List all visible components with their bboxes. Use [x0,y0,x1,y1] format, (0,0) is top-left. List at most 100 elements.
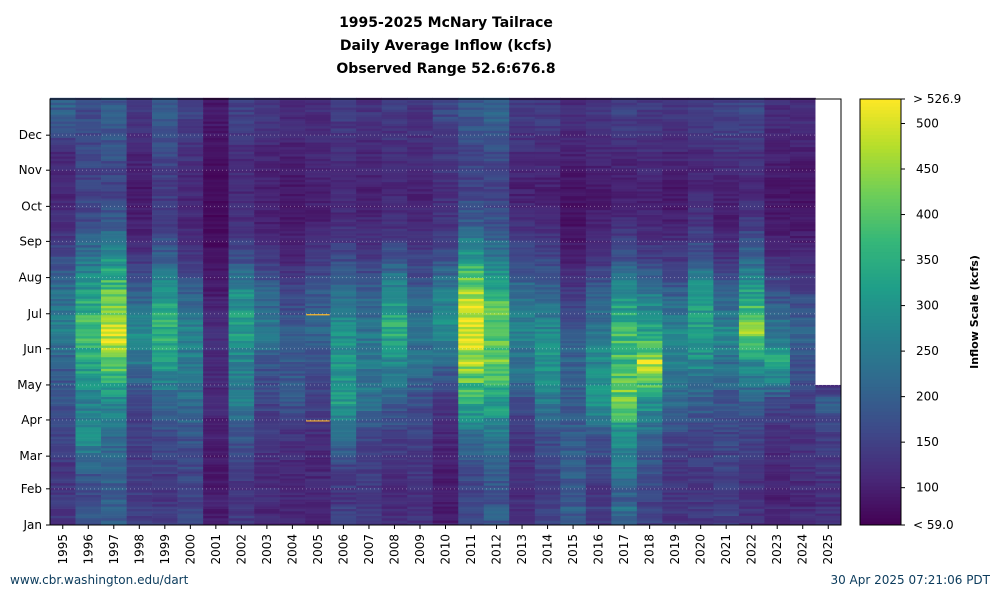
heatmap-cell [432,356,459,360]
heatmap-cell [738,417,765,421]
heatmap-cell [177,275,204,278]
heatmap-cell [177,132,204,136]
heatmap-cell [330,279,357,283]
heatmap-cell [458,447,485,451]
heatmap-cell [713,167,740,171]
heatmap-cell [330,235,357,239]
heatmap-cell [611,333,638,337]
heatmap-cell [509,518,536,521]
heatmap-cell [203,247,229,250]
heatmap-cell [432,198,459,201]
heatmap-cell [432,342,459,346]
heatmap-cell [432,228,459,232]
heatmap-cell [458,125,485,129]
heatmap-cell [432,305,459,309]
heatmap-cell [483,202,510,206]
heatmap-cell [432,240,459,243]
heatmap-cell [381,356,408,360]
heatmap-cell [713,146,740,150]
heatmap-cell [560,226,587,229]
heatmap-cell [50,473,76,477]
heatmap-cell [152,314,178,318]
heatmap-cell [356,312,383,316]
heatmap-cell [305,282,331,285]
heatmap-cell [585,216,612,220]
heatmap-cell [126,317,153,320]
heatmap-cell [585,212,612,215]
heatmap-cell [228,503,255,507]
heatmap-cell [381,298,408,302]
heatmap-cell [254,396,280,400]
heatmap-cell [152,473,178,477]
heatmap-cell [101,405,127,409]
heatmap-cell [738,492,765,495]
heatmap-cell [534,342,561,346]
heatmap-cell [687,205,714,208]
heatmap-cell [662,114,689,117]
heatmap-cell [662,370,689,374]
heatmap-cell [356,300,383,304]
heatmap-cell [687,289,714,292]
heatmap-cell [636,116,663,120]
heatmap-cell [305,219,331,222]
heatmap-cell [713,293,740,297]
heatmap-cell [458,354,485,358]
heatmap-cell [432,454,459,458]
heatmap-cell [305,174,331,178]
heatmap-cell [126,494,153,498]
heatmap-cell [356,431,383,435]
heatmap-cell [713,501,740,505]
heatmap-cell [126,314,153,318]
heatmap-cell [254,174,280,178]
heatmap-cell [101,426,127,430]
heatmap-cell [407,198,434,201]
heatmap-cell [381,424,408,428]
heatmap-cell [687,198,714,201]
heatmap-cell [254,163,280,166]
heatmap-cell [75,513,102,516]
heatmap-cell [228,454,255,458]
heatmap-cell [687,506,714,509]
heatmap-cell [407,391,434,395]
heatmap-cell [177,417,204,421]
heatmap-cell [126,349,153,353]
heatmap-cell [177,377,204,381]
heatmap-cell [305,261,331,264]
heatmap-cell [203,354,229,358]
heatmap-cell [687,277,714,281]
heatmap-cell [152,335,178,339]
heatmap-cell [611,466,638,470]
heatmap-cell [458,496,485,500]
heatmap-cell [509,464,536,467]
heatmap-cell [458,473,485,477]
heatmap-cell [203,303,229,306]
heatmap-cell [101,489,127,493]
heatmap-cell [713,317,740,320]
heatmap-cell [254,130,280,134]
heatmap-cell [662,149,689,152]
heatmap-cell [381,149,408,152]
heatmap-cell [177,454,204,458]
heatmap-cell [356,130,383,134]
heatmap-cell [407,489,434,493]
heatmap-cell [177,457,204,460]
heatmap-cell [228,408,255,411]
heatmap-cell [254,394,280,397]
heatmap-cell [279,328,306,332]
heatmap-cell [611,452,638,456]
heatmap-cell [152,226,178,229]
heatmap-cell [330,272,357,276]
heatmap-cell [381,412,408,416]
heatmap-cell [534,272,561,276]
heatmap-cell [330,240,357,243]
heatmap-cell [458,275,485,278]
heatmap-cell [177,438,204,442]
heatmap-cell [713,128,740,131]
heatmap-cell [101,177,127,180]
heatmap-cell [75,468,102,472]
heatmap-cell [407,272,434,276]
heatmap-cell [75,107,102,110]
heatmap-cell [101,207,127,211]
heatmap-cell [126,471,153,474]
heatmap-cell [356,342,383,346]
